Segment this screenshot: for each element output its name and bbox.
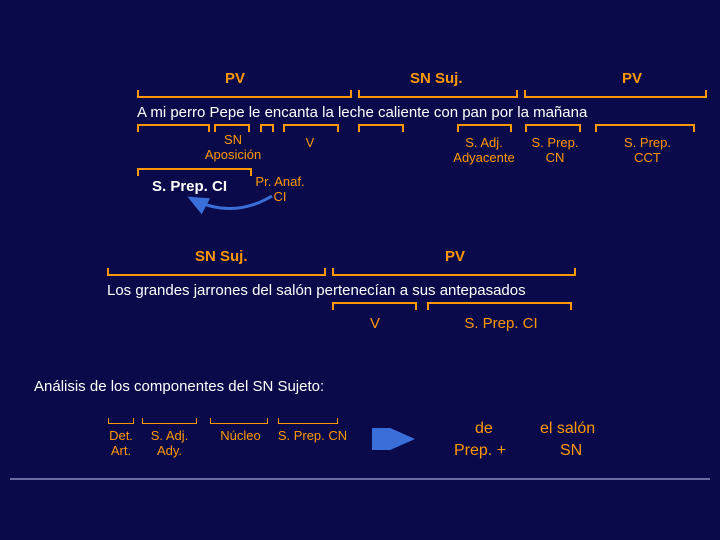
sprepcct-l2: CCT [634, 150, 661, 165]
bracket-conpan [525, 124, 581, 132]
bracket-sprepci1 [137, 168, 252, 176]
sadj-l2: Adyacente [453, 150, 514, 165]
label-sadj-ady: S. Adj. Adyacente [444, 135, 524, 165]
bracket-encanta [283, 124, 339, 132]
label-pv3: PV [445, 248, 465, 265]
cbracket-nucleo [210, 418, 268, 424]
label-sprepci2: S. Prep. CI [456, 315, 546, 332]
bd-prep: Prep. + [454, 442, 506, 460]
det-l2: Art. [111, 443, 131, 458]
bracket-pepe [214, 124, 250, 132]
bd-sn: SN [560, 442, 582, 460]
bracket-asusantepasados [427, 302, 572, 310]
sprepcn-l1: S. Prep. [532, 135, 579, 150]
label-v2: V [365, 315, 385, 332]
label-sn-apos: SN Aposición [203, 132, 263, 162]
det-l1: Det. [109, 428, 133, 443]
sn-apos-l1: SN [224, 132, 242, 147]
bracket-caliente [457, 124, 512, 132]
bracket-pertenecian [332, 302, 417, 310]
label-pv2: PV [622, 70, 642, 87]
sn-apos-l2: Aposición [205, 147, 261, 162]
bd-elsalon: el salón [540, 420, 595, 438]
label-snsuj1: SN Suj. [410, 70, 463, 87]
bracket-pv2 [524, 90, 707, 98]
clabel-sadj: S. Adj. Ady. [142, 428, 197, 458]
cbracket-sprepcn [278, 418, 338, 424]
label-snsuj2: SN Suj. [195, 248, 248, 265]
sadj-l1: S. Adj. [465, 135, 503, 150]
cbracket-det [108, 418, 134, 424]
bracket-amiperro [137, 124, 210, 132]
bracket-snsuj1 [358, 90, 518, 98]
bracket-manana [595, 124, 695, 132]
right-arrow-icon [372, 428, 422, 450]
bracket-pv1 [137, 90, 352, 98]
bracket-laleche [358, 124, 404, 132]
label-sprep-cct: S. Prep. CCT [615, 135, 680, 165]
curved-arrow-icon [182, 192, 282, 222]
clabel-nucleo: Núcleo [213, 428, 268, 443]
analysis-header: Análisis de los componentes del SN Sujet… [34, 378, 324, 395]
label-v1: V [300, 135, 320, 150]
clabel-det: Det. Art. [100, 428, 142, 458]
clabel-sprepcn: S. Prep. CN [270, 428, 355, 443]
sprepcn-l2: CN [546, 150, 565, 165]
sentence1-text: A mi perro Pepe le encanta la leche cali… [137, 104, 587, 121]
label-pv1: PV [225, 70, 245, 87]
cbracket-sadj [142, 418, 197, 424]
csadj-l2: Ady. [157, 443, 182, 458]
sentence2-text: Los grandes jarrones del salón pertenecí… [107, 282, 526, 299]
bracket-pv3 [332, 268, 576, 276]
csadj-l1: S. Adj. [151, 428, 189, 443]
bd-de: de [475, 420, 493, 438]
label-sprep-cn: S. Prep. CN [525, 135, 585, 165]
sprepcct-l1: S. Prep. [624, 135, 671, 150]
bottom-divider [10, 478, 710, 480]
bracket-le [260, 124, 274, 132]
pranaf-l1: Pr. Anaf. [255, 174, 304, 189]
bracket-snsuj2 [107, 268, 326, 276]
